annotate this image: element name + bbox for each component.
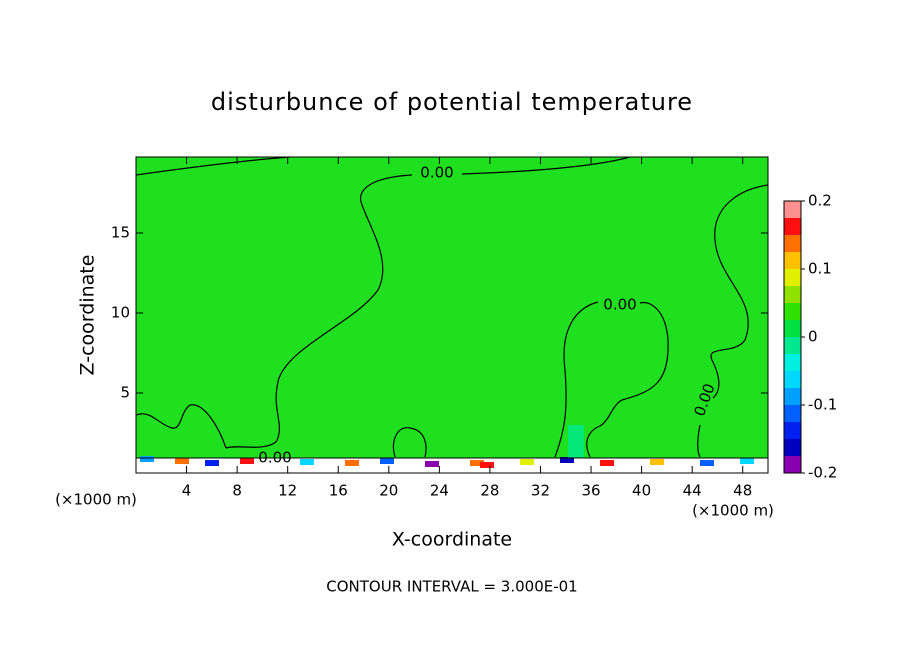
x-tick-label: 16: [329, 482, 348, 500]
surface-cell: [600, 460, 614, 466]
surface-cell: [240, 458, 254, 464]
colorbar-band: [784, 371, 801, 388]
plume: [568, 425, 584, 458]
surface-cell: [520, 459, 534, 465]
colorbar-tick-label: 0.2: [808, 192, 832, 210]
colorbar-tick-label: 0: [808, 328, 818, 346]
colorbar-band: [784, 303, 801, 320]
surface-cell: [470, 460, 484, 466]
surface-cell: [425, 461, 439, 467]
contour-line: [697, 184, 769, 458]
footer-note: CONTOUR INTERVAL = 3.000E-01: [326, 578, 577, 596]
colorbar-band: [784, 218, 801, 235]
colorbar-band: [784, 422, 801, 439]
x-unit: (×1000 m): [692, 502, 774, 520]
y-tick-label: 10: [111, 304, 130, 322]
x-tick-label: 4: [182, 482, 192, 500]
surface-cell: [700, 460, 714, 466]
colorbar-tick-label: -0.2: [808, 464, 837, 482]
surface-cell: [140, 456, 154, 462]
surface-cell: [205, 460, 219, 466]
chart-title: disturbunce of potential temperature: [211, 88, 693, 116]
x-tick-label: 20: [379, 482, 398, 500]
y-tick-label: 15: [111, 224, 130, 242]
surface-cell: [380, 458, 394, 464]
colorbar-tick-label: 0.1: [808, 260, 832, 278]
colorbar-band: [784, 405, 801, 422]
colorbar-band: [784, 388, 801, 405]
x-tick-label: 44: [683, 482, 702, 500]
colorbar-band: [784, 201, 801, 218]
surface-cell: [300, 459, 314, 465]
x-axis-title: X-coordinate: [392, 529, 512, 551]
x-tick-label: 32: [531, 482, 550, 500]
surface-cell: [560, 457, 574, 463]
surface-cell: [175, 458, 189, 464]
surface-cell: [740, 458, 754, 464]
contour-line: [554, 301, 669, 458]
contour-label: 0.00: [420, 164, 453, 182]
surface-cell: [480, 462, 494, 468]
colorbar-band: [784, 286, 801, 303]
y-tick-label: 5: [120, 384, 130, 402]
contour-label: 0.00: [603, 296, 636, 314]
plot-frame: [135, 156, 769, 474]
x-tick-label: 40: [632, 482, 651, 500]
colorbar-band: [784, 456, 801, 473]
contour-line: [135, 156, 291, 176]
field: [136, 157, 768, 473]
surface-layer: [136, 458, 768, 473]
colorbar-band: [784, 269, 801, 286]
contour-line: [225, 156, 631, 449]
y-axis-title: Z-coordinate: [77, 255, 99, 376]
colorbar-band: [784, 252, 801, 269]
colorbar-tick-label: -0.1: [808, 396, 837, 414]
x-tick-label: 12: [278, 482, 297, 500]
x-tick-label: 28: [480, 482, 499, 500]
surface-cell: [650, 459, 664, 465]
x-unit: (×1000 m): [55, 491, 137, 509]
colorbar-band: [784, 337, 801, 354]
contour-line: [392, 427, 427, 458]
x-tick-label: 8: [232, 482, 242, 500]
x-tick-label: 36: [581, 482, 600, 500]
contour-line: [135, 404, 227, 449]
colorbar-band: [784, 235, 801, 252]
surface-cell: [345, 460, 359, 466]
colorbar-band: [784, 320, 801, 337]
contour-label: 0.00: [258, 449, 291, 467]
x-tick-label: 48: [733, 482, 752, 500]
colorbar-band: [784, 439, 801, 456]
colorbar-band: [784, 354, 801, 371]
x-tick-label: 24: [430, 482, 449, 500]
